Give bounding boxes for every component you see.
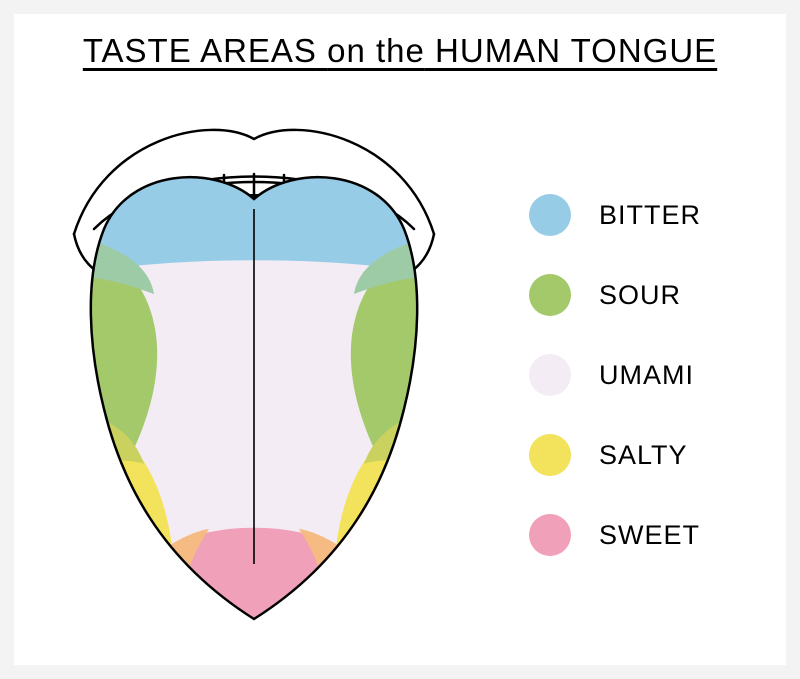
legend-label: BITTER (599, 200, 701, 231)
legend-item-bitter: BITTER (529, 194, 701, 236)
legend-label: SWEET (599, 520, 700, 551)
title-part3: HUMAN TONGUE (435, 32, 717, 69)
legend-swatch (529, 514, 571, 556)
legend-label: SOUR (599, 280, 681, 311)
legend-item-sour: SOUR (529, 274, 701, 316)
title-part1: TASTE AREAS (83, 32, 317, 69)
canvas: TASTE AREAS on the HUMAN TONGUE (14, 14, 786, 665)
legend-label: SALTY (599, 440, 688, 471)
legend: BITTER SOUR UMAMI SALTY SWEET (529, 194, 701, 594)
legend-swatch (529, 194, 571, 236)
legend-swatch (529, 354, 571, 396)
title-part2: on the (327, 32, 425, 69)
page-title: TASTE AREAS on the HUMAN TONGUE (83, 32, 717, 70)
legend-item-umami: UMAMI (529, 354, 701, 396)
legend-swatch (529, 274, 571, 316)
legend-item-salty: SALTY (529, 434, 701, 476)
legend-label: UMAMI (599, 360, 694, 391)
legend-item-sweet: SWEET (529, 514, 701, 556)
legend-swatch (529, 434, 571, 476)
tongue-diagram (49, 109, 459, 639)
